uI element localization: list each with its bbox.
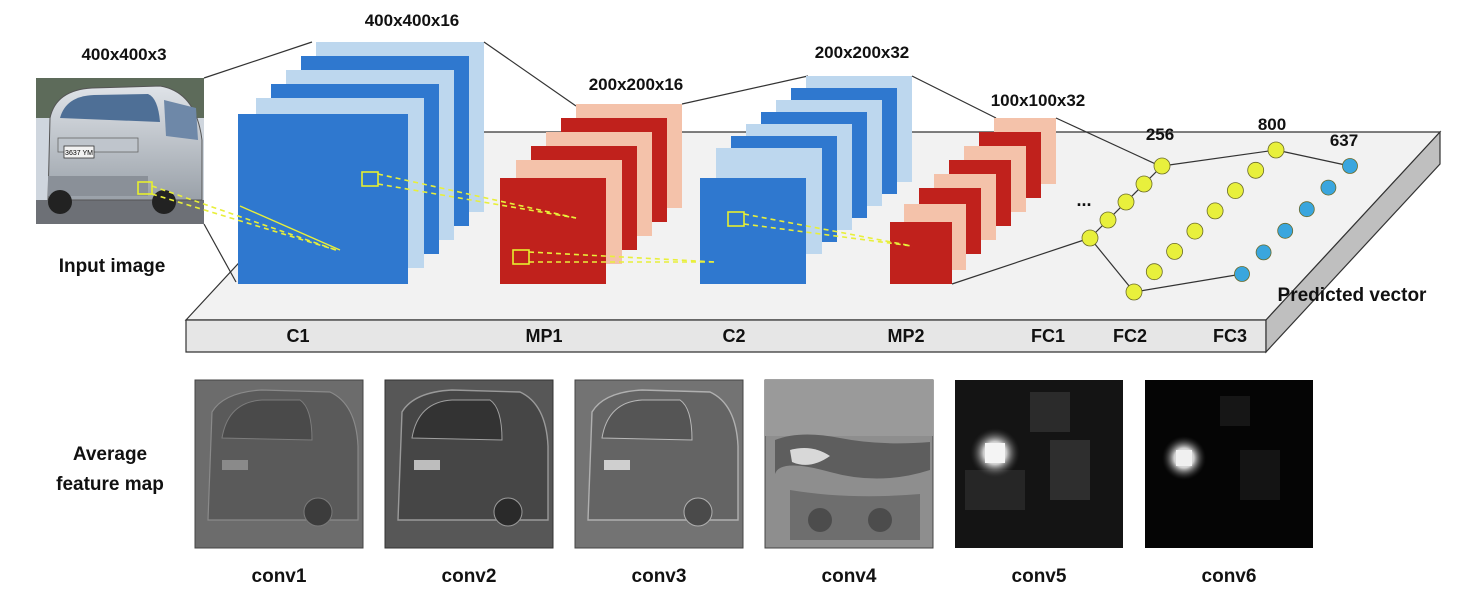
layer-name-fc2: FC2	[1113, 326, 1147, 346]
receptive-field-connectors	[151, 173, 913, 263]
fc3-neuron	[1227, 182, 1244, 200]
feature-map-row-label-line2: feature map	[56, 474, 164, 495]
feature-map-caption-conv3: conv3	[632, 566, 687, 587]
feature-map-caption-conv5: conv5	[1012, 566, 1067, 587]
feature-map-caption-conv1: conv1	[252, 566, 307, 587]
layer-mp2-stack	[890, 118, 1056, 284]
predicted-vector-caption: Predicted vector	[1278, 285, 1427, 306]
input-size-label: 400x400x3	[81, 45, 166, 64]
input-image-caption: Input image	[59, 256, 166, 277]
fc3-neuron-column	[1125, 141, 1285, 301]
feature-map-conv1	[194, 379, 364, 549]
fc2-neuron	[1081, 229, 1099, 247]
fc3-neuron	[1125, 283, 1143, 301]
feature-map-conv2	[384, 379, 554, 549]
feature-map-conv4	[764, 379, 934, 549]
output-neuron	[1234, 266, 1250, 282]
output-neuron	[1277, 222, 1294, 239]
mp1-size-label: 200x200x16	[589, 75, 684, 94]
feature-map-conv5	[955, 380, 1123, 548]
layer-mp1-stack	[500, 104, 682, 284]
layer-name-c1: C1	[286, 326, 309, 346]
feature-map-conv6	[1145, 380, 1313, 548]
fc3-neuron	[1166, 242, 1183, 260]
output-neuron	[1255, 244, 1272, 261]
layer-c1-stack	[238, 42, 484, 284]
layer-c2-stack	[700, 76, 912, 284]
fc2-neuron	[1153, 157, 1171, 175]
output-neuron	[1320, 179, 1337, 196]
mp2-size-label: 100x100x32	[991, 91, 1086, 110]
feature-map-caption-conv2: conv2	[442, 566, 497, 587]
feature-map-conv3	[574, 379, 744, 549]
receptive-field-box	[137, 181, 153, 195]
fc3-units-label: 800	[1258, 115, 1286, 134]
fc1-ellipsis: ...	[1076, 190, 1091, 210]
layer-name-mp2: MP2	[887, 326, 924, 346]
fc3-neuron	[1186, 222, 1204, 240]
fc2-units-label: 256	[1146, 125, 1174, 144]
output-neuron	[1342, 158, 1358, 174]
fc2-neuron-column	[1081, 157, 1171, 247]
feature-map-caption-conv4: conv4	[822, 566, 877, 587]
fc3-neuron	[1206, 202, 1224, 220]
feature-map-row-label-line1: Average	[73, 444, 147, 465]
fc2-neuron	[1135, 175, 1153, 193]
fc3-neuron	[1247, 161, 1265, 179]
input-image: 3637 YM	[36, 78, 204, 224]
layer-name-fc3: FC3	[1213, 326, 1247, 346]
plate-text: 3637 YM	[65, 150, 93, 157]
fc2-neuron	[1117, 193, 1135, 211]
output-neuron-column	[1234, 158, 1358, 282]
output-units-label: 637	[1330, 131, 1358, 150]
layer-name-fc1: FC1	[1031, 326, 1065, 346]
layer-name-c2: C2	[722, 326, 745, 346]
fc3-neuron	[1267, 141, 1285, 159]
layer-name-mp1: MP1	[525, 326, 562, 346]
c2-size-label: 200x200x32	[815, 43, 910, 62]
platform-side	[1265, 130, 1441, 354]
fc2-neuron	[1099, 211, 1117, 229]
fc3-neuron	[1145, 263, 1163, 281]
output-neuron	[1298, 201, 1315, 218]
c1-size-label: 400x400x16	[365, 11, 460, 30]
feature-map-caption-conv6: conv6	[1202, 566, 1257, 587]
